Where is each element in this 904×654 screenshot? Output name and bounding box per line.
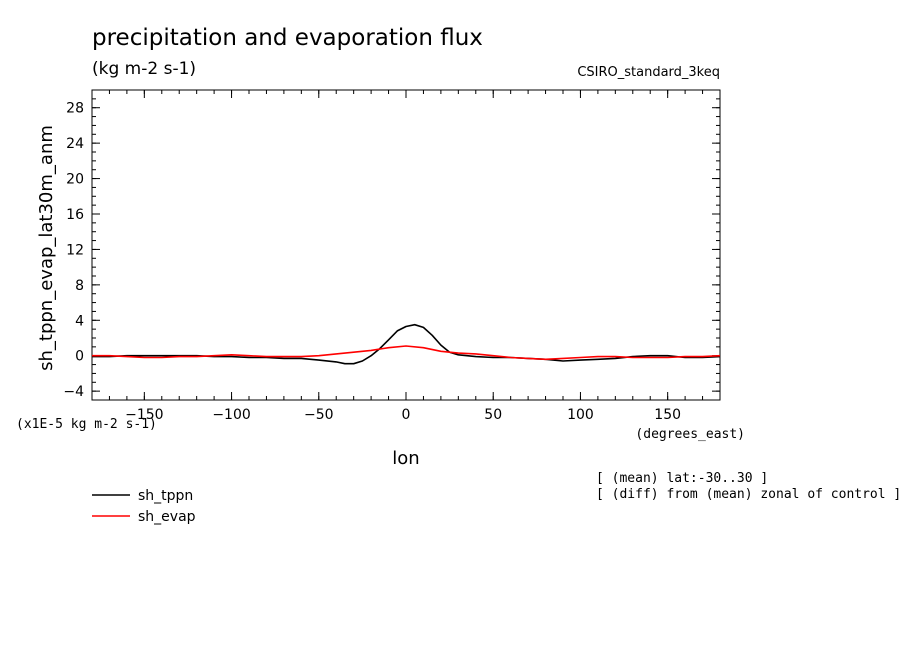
y-tick-label: 20 <box>66 172 84 188</box>
y-tick-label: 4 <box>75 313 84 329</box>
legend: sh_tppn sh_evap <box>92 488 196 525</box>
y-tick-label: 8 <box>75 278 84 294</box>
legend-label-sh-tppn: sh_tppn <box>138 488 193 504</box>
x-tick-label: 150 <box>654 407 681 423</box>
x-tick-label: −100 <box>212 407 250 423</box>
note-diff-control: [ (diff) from (mean) zonal of control ] <box>596 487 901 502</box>
x-tick-label: 50 <box>484 407 502 423</box>
x-tick-label: 0 <box>402 407 411 423</box>
model-name: CSIRO_standard_3keq <box>577 65 720 80</box>
axes: −150 −100 −50 0 50 100 150 −4 0 4 8 12 16 20 24 28 <box>63 89 721 423</box>
plot-frame <box>91 89 721 401</box>
x-tick-label: −150 <box>125 407 163 423</box>
y-tick-label: 28 <box>66 101 84 117</box>
legend-label-sh-evap: sh_evap <box>138 509 196 525</box>
y-tick-label: 0 <box>75 349 84 365</box>
x-axis-label: lon <box>392 448 419 469</box>
x-tick-label: −50 <box>304 407 334 423</box>
y-tick-label: 24 <box>66 136 84 152</box>
y-tick-label: −4 <box>63 384 84 400</box>
series-lines <box>92 323 721 365</box>
series-line-sh-evap <box>92 345 721 361</box>
note-mean-lat: [ (mean) lat:-30..30 ] <box>596 471 768 486</box>
y-tick-label: 16 <box>66 207 84 223</box>
y-scale-note: (x1E-5 kg m-2 s-1) <box>16 417 157 432</box>
y-axis-label: sh_tppn_evap_lat30m_anm <box>36 125 57 371</box>
chart-title: precipitation and evaporation flux <box>92 25 483 51</box>
y-tick-label: 12 <box>66 242 84 258</box>
x-axis-units: (degrees_east) <box>635 427 745 442</box>
x-tick-label: 100 <box>567 407 594 423</box>
series-line-sh-tppn <box>92 323 721 365</box>
chart-units: (kg m-2 s-1) <box>92 59 196 79</box>
